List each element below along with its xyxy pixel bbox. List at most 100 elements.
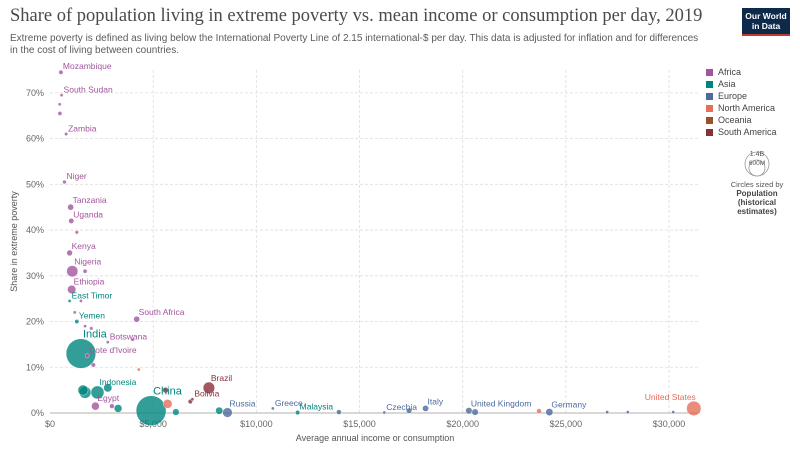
y-tick-label: 50% (26, 179, 44, 189)
data-point (72, 310, 77, 315)
data-point (271, 406, 275, 411)
legend-item-asia[interactable]: Asia (706, 78, 796, 90)
point-labels: Mozambique South Sudan Zambia Niger Tanzania… (63, 61, 696, 412)
legend-item-south-america[interactable]: South America (706, 126, 796, 138)
legend-label: Oceania (718, 115, 752, 125)
y-tick-label: 30% (26, 271, 44, 281)
data-point (162, 399, 173, 409)
data-point (74, 230, 79, 235)
data-point (202, 381, 215, 394)
data-point (58, 69, 64, 75)
point-label: Niger (66, 171, 86, 181)
data-point (57, 102, 62, 107)
point-label: Yemen (79, 310, 105, 320)
data-point (605, 410, 609, 414)
legend-swatch (706, 80, 713, 88)
grid-lines (50, 70, 700, 413)
point-label: Russia (229, 399, 255, 409)
point-label: Kenya (72, 241, 96, 251)
data-point (82, 268, 88, 274)
data-point (536, 408, 542, 414)
data-point (382, 410, 387, 415)
x-axis-label: Average annual income or consumption (296, 433, 454, 443)
axes: 0%10%20%30%40%50%60%70%$0$5,000$10,000$1… (9, 88, 700, 443)
point-label: South Sudan (64, 85, 113, 95)
point-label: Ethiopia (74, 276, 105, 286)
data-point (66, 249, 73, 257)
legend-item-europe[interactable]: Europe (706, 90, 796, 102)
legend-label: Asia (718, 79, 736, 89)
legend-swatch (706, 104, 713, 112)
data-point (172, 408, 180, 416)
data-point (84, 353, 90, 359)
size-key: 1.4B 600M Circles sized by Population (h… (722, 148, 792, 216)
data-point (471, 408, 479, 416)
data-point (68, 218, 75, 224)
point-label: South Africa (139, 307, 185, 317)
data-point (135, 395, 167, 426)
data-point (67, 285, 77, 294)
legend-label: Europe (718, 91, 748, 101)
legend-swatch (706, 68, 713, 76)
legend-swatch (706, 116, 713, 124)
data-point (133, 316, 140, 323)
data-point (190, 397, 195, 402)
y-axis-label: Share in extreme poverty (9, 191, 19, 292)
legend-label: North America (718, 103, 776, 113)
y-tick-label: 20% (26, 317, 44, 327)
data-point (686, 400, 702, 416)
point-label: Egypt (97, 393, 119, 403)
legend-item-oceania[interactable]: Oceania (706, 114, 796, 126)
data-point (625, 410, 630, 414)
data-point (67, 299, 72, 303)
owid-logo[interactable]: Our World in Data (742, 8, 790, 36)
x-tick-label: $10,000 (240, 419, 273, 429)
legend-label: South America (718, 127, 777, 137)
point-label: United Kingdom (471, 398, 531, 408)
logo-bar (742, 34, 790, 36)
logo-line-2: in Data (751, 21, 781, 31)
chart-title: Share of population living in extreme po… (10, 6, 703, 26)
point-label: Tanzania (73, 195, 107, 205)
data-point (671, 410, 675, 414)
size-key-big-label: 1.4B (750, 151, 765, 158)
point-label: United States (645, 392, 696, 402)
data-point (79, 299, 83, 303)
data-point (130, 338, 135, 342)
point-label: Greece (275, 398, 303, 408)
data-point (67, 203, 74, 211)
point-label: India (83, 329, 108, 341)
data-point (545, 408, 554, 416)
data-point (90, 362, 96, 368)
data-point (103, 383, 113, 393)
data-point (406, 407, 412, 414)
point-label: Brazil (211, 373, 232, 383)
data-point (295, 410, 301, 416)
point-label: Cote d'Ivoire (89, 345, 137, 355)
point-label: Zambia (68, 123, 97, 133)
point-label: Nigeria (74, 257, 101, 267)
data-point (109, 403, 115, 409)
size-key-caption: Circles sized by (730, 180, 784, 189)
y-tick-label: 10% (26, 362, 44, 372)
legend-swatch (706, 92, 713, 100)
x-tick-label: $20,000 (446, 419, 479, 429)
logo-line-1: Our World (745, 11, 787, 21)
chart-subtitle: Extreme poverty is defined as living bel… (10, 33, 699, 56)
legend-item-north-america[interactable]: North America (706, 102, 796, 114)
y-tick-label: 70% (26, 88, 44, 98)
data-point (91, 401, 100, 411)
size-key-circle-small (748, 159, 766, 177)
data-point (113, 404, 123, 413)
legend-label: Africa (718, 67, 742, 77)
x-tick-label: $30,000 (653, 419, 686, 429)
point-label: Mozambique (63, 61, 112, 71)
legend-swatch (706, 128, 713, 136)
x-tick-label: $25,000 (550, 419, 583, 429)
point-label: China (153, 386, 183, 398)
point-label: Czechia (386, 402, 417, 412)
data-point (57, 111, 63, 116)
legend-item-africa[interactable]: Africa (706, 66, 796, 78)
x-tick-label: $0 (45, 419, 55, 429)
